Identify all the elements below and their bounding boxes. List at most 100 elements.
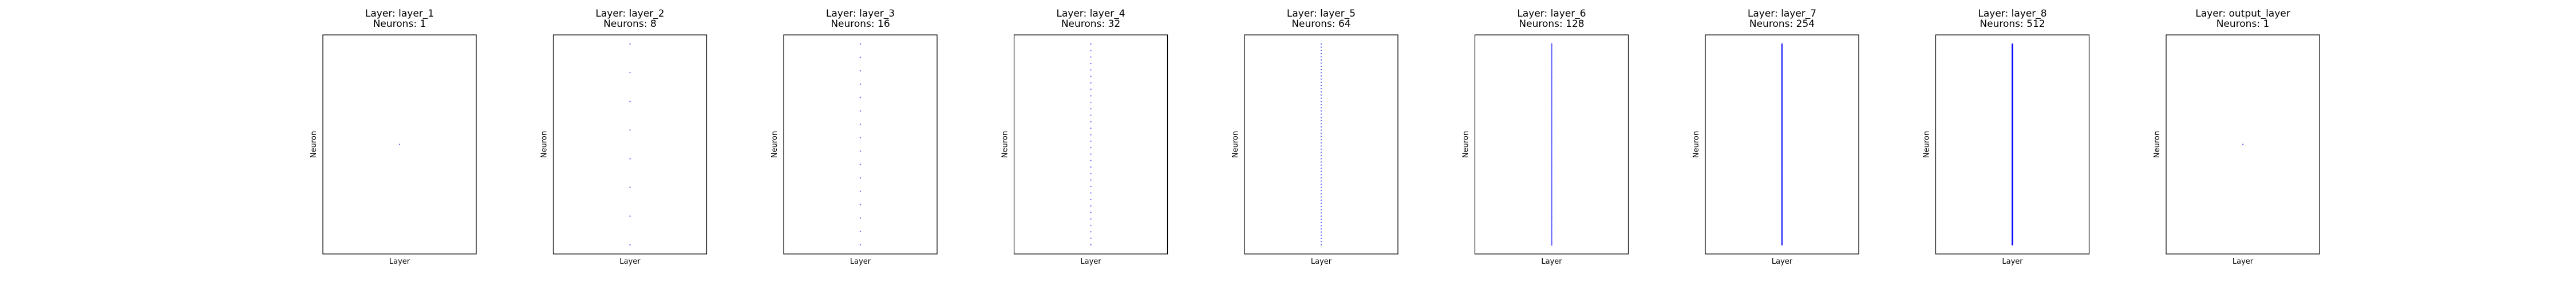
neuron-point [1551, 236, 1552, 238]
neuron-point [1551, 180, 1552, 182]
neuron-point [1090, 173, 1092, 174]
neuron-point [859, 137, 862, 138]
neuron-point [1551, 132, 1552, 134]
plot-frame [1244, 34, 1398, 255]
neuron-point [1551, 202, 1552, 205]
neuron-point [1551, 223, 1552, 225]
x-axis-label: Layer [2233, 257, 2254, 266]
x-axis-label: Layer [2002, 257, 2023, 266]
neuron-point [1320, 138, 1322, 141]
neuron-point [1090, 50, 1092, 51]
neuron-point [1551, 225, 1552, 227]
neuron-point [1551, 200, 1552, 202]
neuron-point [1551, 65, 1552, 67]
neuron-point [1551, 153, 1552, 156]
plot-frame [1013, 34, 1168, 255]
neuron-point [1551, 196, 1552, 198]
neuron-point [1551, 53, 1552, 55]
neuron-point [1551, 72, 1552, 74]
neuron-point [629, 72, 631, 74]
neuron-point [1320, 59, 1322, 61]
neuron-point [629, 244, 631, 246]
neuron-point [1320, 164, 1322, 166]
neuron-point [1551, 124, 1552, 126]
neuron-point [1551, 182, 1552, 184]
neuron-point [1551, 231, 1552, 233]
neuron-point [859, 150, 862, 152]
neuron-point [1320, 148, 1322, 150]
neuron-point [1551, 209, 1552, 211]
neuron-point [629, 101, 631, 102]
x-axis-label: Layer [1772, 257, 1793, 266]
neuron-point [1551, 93, 1552, 96]
neuron-point [1320, 212, 1322, 214]
neuron-point [1551, 84, 1552, 86]
neuron-point [1320, 91, 1322, 93]
y-axis-label: Neuron [1231, 131, 1240, 158]
neuron-point [1551, 101, 1552, 104]
neuron-points [629, 43, 631, 246]
neuron-point [1551, 169, 1552, 172]
neuron-point [1551, 46, 1552, 49]
neuron-point [1551, 138, 1552, 140]
neuron-point [1781, 244, 1783, 246]
neuron-point [1320, 107, 1322, 109]
neuron-point [1551, 147, 1552, 149]
y-axis-label: Neuron [2153, 131, 2162, 158]
neuron-point [1551, 177, 1552, 180]
plot-frame [783, 34, 938, 255]
neuron-point [1551, 244, 1552, 246]
neuron-point [1551, 116, 1552, 118]
x-axis-label: Layer [619, 257, 641, 266]
neuron-point [1551, 60, 1552, 62]
neuron-point [1320, 46, 1322, 48]
neuron-point [1551, 47, 1552, 50]
neuron-point [1320, 154, 1322, 157]
subplot-title: Layer: output_layer [2195, 8, 2290, 19]
neuron-point [1320, 72, 1322, 74]
neuron-point [1320, 132, 1322, 134]
neuron-point [859, 84, 862, 85]
neuron-point [1320, 205, 1322, 208]
neuron-point [1551, 87, 1552, 89]
neuron-point [1551, 92, 1552, 94]
neuron-point [859, 190, 862, 192]
neuron-point [1551, 95, 1552, 97]
neuron-point [1090, 166, 1092, 168]
neuron-point [1090, 146, 1092, 149]
neuron-point [1551, 80, 1552, 82]
neuron-point [1551, 201, 1552, 203]
subplot-subtitle: Neurons: 1 [2217, 18, 2270, 30]
neuron-point [1320, 174, 1322, 176]
neuron-point [1320, 78, 1322, 80]
neuron-point [1090, 82, 1092, 84]
subplot-title: Layer: layer_4 [1056, 8, 1125, 19]
neuron-point [859, 217, 862, 219]
neuron-point [1320, 110, 1322, 112]
neuron-point [1551, 233, 1552, 235]
subplot-subtitle: Neurons: 8 [603, 18, 657, 30]
neuron-point [1090, 127, 1092, 129]
neuron-point [859, 97, 862, 98]
neuron-point [1551, 160, 1552, 162]
neuron-point [1551, 43, 1552, 45]
neuron-point [1551, 106, 1552, 109]
neuron-point [1320, 85, 1322, 86]
neuron-point [398, 144, 401, 145]
neuron-point [1551, 136, 1552, 138]
neuron-point [1320, 170, 1322, 173]
neuron-point [1551, 163, 1552, 165]
neuron-point [1320, 193, 1322, 195]
neuron-point [1551, 100, 1552, 102]
neuron-point [1320, 225, 1322, 227]
neuron-point [1090, 56, 1092, 58]
neuron-point [1551, 119, 1552, 121]
neuron-point [859, 57, 862, 58]
neuron-point [1320, 142, 1322, 144]
neuron-point [1551, 206, 1552, 208]
neuron-point [1320, 180, 1322, 182]
neuron-point [1320, 113, 1322, 115]
